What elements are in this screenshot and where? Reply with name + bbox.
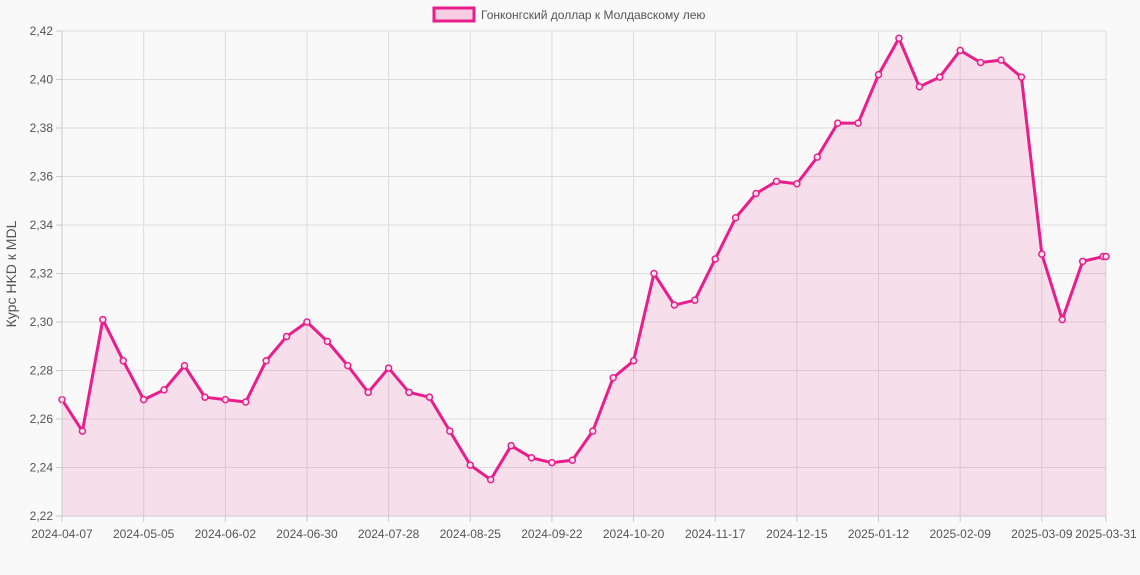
x-tick-label: 2024-08-25 bbox=[440, 527, 502, 541]
data-point[interactable] bbox=[915, 83, 924, 91]
y-axis: 2,22 2,24 2,26 2,28 2,30 2,32 2,34 2,36 2,38 2,40… bbox=[30, 24, 63, 523]
legend[interactable]: Гонконгский доллар к Молдавскому лею bbox=[432, 6, 705, 23]
data-point[interactable] bbox=[609, 374, 617, 382]
x-tick-label: 2024-05-05 bbox=[113, 527, 175, 541]
data-point[interactable] bbox=[956, 46, 964, 55]
data-point[interactable] bbox=[936, 73, 944, 81]
data-point[interactable] bbox=[262, 357, 270, 365]
data-point[interactable] bbox=[486, 475, 495, 484]
x-tick-label: 2024-07-28 bbox=[358, 527, 420, 541]
data-point[interactable] bbox=[384, 364, 393, 372]
data-point[interactable] bbox=[507, 441, 515, 450]
y-tick-label: 2,30 bbox=[30, 315, 54, 329]
data-point[interactable] bbox=[629, 357, 638, 365]
data-point[interactable] bbox=[323, 337, 332, 346]
data-point[interactable] bbox=[201, 393, 209, 401]
y-tick-label: 2,40 bbox=[30, 73, 54, 87]
data-point[interactable] bbox=[1017, 73, 1026, 81]
points-layer bbox=[58, 34, 1110, 484]
x-tick-label: 2025-03-09 bbox=[1011, 527, 1073, 541]
series-area bbox=[62, 38, 1106, 516]
data-point[interactable] bbox=[895, 34, 903, 43]
y-tick-label: 2,28 bbox=[30, 364, 54, 378]
data-point[interactable] bbox=[711, 255, 719, 263]
data-point[interactable] bbox=[691, 296, 699, 304]
data-point[interactable] bbox=[670, 301, 679, 309]
y-tick-label: 2,32 bbox=[30, 267, 54, 281]
area-layer bbox=[62, 38, 1106, 516]
data-point[interactable] bbox=[446, 427, 454, 435]
data-point[interactable] bbox=[976, 58, 985, 67]
data-point[interactable] bbox=[874, 70, 883, 79]
y-tick-label: 2,42 bbox=[30, 24, 54, 38]
data-point[interactable] bbox=[282, 332, 291, 341]
x-tick-label: 2025-02-09 bbox=[929, 527, 991, 541]
data-point[interactable] bbox=[813, 153, 822, 161]
x-tick-label: 2024-06-02 bbox=[195, 527, 257, 541]
data-point[interactable] bbox=[180, 361, 189, 370]
data-point[interactable] bbox=[833, 119, 842, 127]
data-point[interactable] bbox=[139, 395, 148, 404]
legend-label: Гонконгский доллар к Молдавскому лею bbox=[481, 8, 705, 22]
data-point[interactable] bbox=[425, 393, 434, 401]
x-tick-label: 2024-12-15 bbox=[766, 527, 828, 541]
legend-swatch bbox=[432, 6, 476, 23]
data-point[interactable] bbox=[731, 213, 740, 222]
data-point[interactable] bbox=[344, 361, 352, 370]
data-point[interactable] bbox=[1102, 252, 1110, 261]
data-point[interactable] bbox=[588, 427, 597, 435]
data-point[interactable] bbox=[1038, 250, 1046, 258]
data-point[interactable] bbox=[160, 386, 168, 394]
y-tick-label: 2,26 bbox=[30, 412, 54, 426]
data-point[interactable] bbox=[772, 177, 781, 186]
x-tick-label: 2024-09-22 bbox=[521, 527, 583, 541]
x-tick-label: 2024-06-30 bbox=[276, 527, 338, 541]
data-point[interactable] bbox=[527, 454, 536, 462]
data-point[interactable] bbox=[99, 315, 107, 324]
y-tick-label: 2,34 bbox=[30, 218, 54, 232]
data-point[interactable] bbox=[997, 56, 1005, 64]
data-point[interactable] bbox=[241, 398, 250, 406]
x-tick-label: 2024-04-07 bbox=[31, 527, 93, 541]
data-point[interactable] bbox=[793, 180, 801, 188]
y-tick-label: 2,24 bbox=[30, 461, 54, 475]
y-tick-label: 2,36 bbox=[30, 170, 54, 184]
data-point[interactable] bbox=[854, 119, 862, 127]
data-point[interactable] bbox=[752, 189, 760, 198]
data-point[interactable] bbox=[78, 427, 87, 435]
data-point[interactable] bbox=[1058, 315, 1067, 324]
x-tick-label: 2025-03-31 bbox=[1075, 527, 1137, 541]
data-point[interactable] bbox=[405, 388, 413, 397]
x-tick-label: 2024-10-20 bbox=[603, 527, 665, 541]
data-point[interactable] bbox=[466, 461, 475, 469]
x-axis: 2024-04-07 2024-05-05 2024-06-02 2024-06-30… bbox=[31, 515, 1137, 541]
data-point[interactable] bbox=[1078, 257, 1087, 266]
y-axis-title: Курс HKD к MDL bbox=[3, 220, 19, 327]
data-point[interactable] bbox=[548, 458, 556, 467]
data-point[interactable] bbox=[221, 395, 230, 404]
y-tick-label: 2,38 bbox=[30, 121, 54, 135]
data-point[interactable] bbox=[568, 456, 577, 464]
y-tick-label: 2,22 bbox=[30, 509, 54, 523]
x-tick-label: 2024-11-17 bbox=[685, 527, 746, 541]
data-point[interactable] bbox=[303, 318, 311, 326]
data-point[interactable] bbox=[650, 269, 658, 278]
data-point[interactable] bbox=[119, 357, 127, 365]
data-point[interactable] bbox=[364, 388, 372, 397]
x-tick-label: 2025-01-12 bbox=[848, 527, 910, 541]
